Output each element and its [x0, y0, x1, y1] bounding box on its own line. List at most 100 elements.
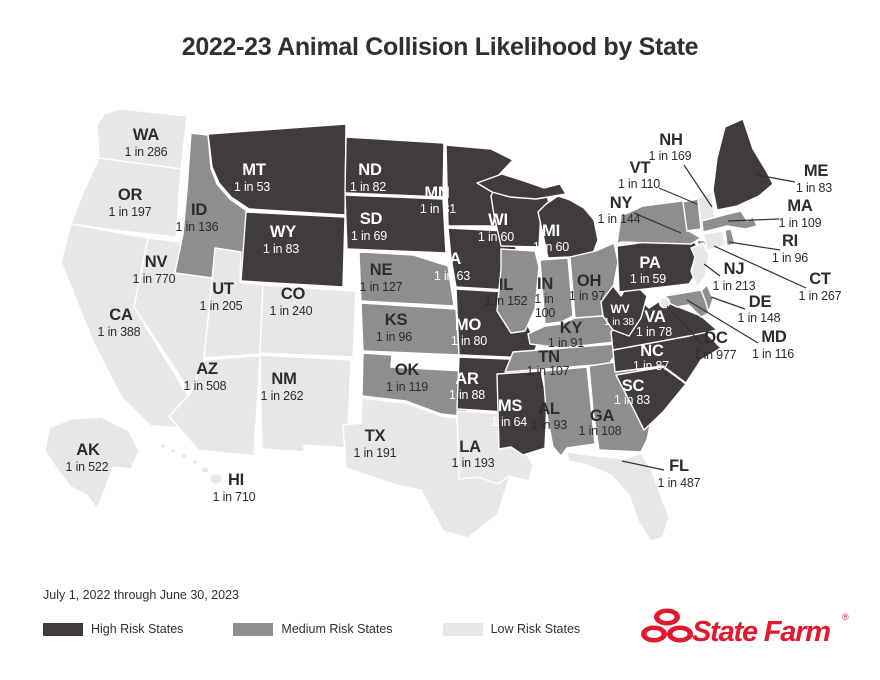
state-value-WY: 1 in 83 [263, 242, 299, 256]
state-shape-WV [600, 281, 648, 337]
callout-line-MD [686, 299, 759, 344]
state-value-KS: 1 in 96 [376, 330, 412, 344]
state-abbr-NH: NH [659, 131, 682, 149]
state-shape-AK [44, 416, 140, 510]
state-value-NY: 1 in 144 [598, 212, 641, 226]
legend-swatch-low-icon [442, 622, 483, 636]
state-abbr-HI: HI [228, 471, 244, 489]
state-abbr-NV: NV [145, 253, 168, 271]
state-abbr-TN: TN [538, 348, 560, 366]
callout-line-NY [633, 212, 682, 234]
state-shape-HI-island-5 [210, 474, 222, 484]
state-shape-TX [342, 397, 514, 539]
state-value-IL: 1 in 152 [485, 294, 528, 308]
state-value-OH: 1 in 97 [569, 289, 605, 303]
state-shapes [44, 108, 774, 542]
state-value-NH: 1 in 169 [649, 149, 692, 163]
state-abbr-CO: CO [281, 285, 306, 303]
state-value-OR: 1 in 197 [109, 205, 152, 219]
state-abbr-KS: KS [385, 311, 408, 329]
state-abbr-CT: CT [809, 270, 831, 288]
callout-line-RI [728, 241, 781, 251]
state-abbr-DC: DC [704, 329, 728, 347]
state-abbr-KY: KY [560, 319, 583, 337]
state-abbr-CA: CA [109, 306, 133, 324]
state-shape-IN [539, 257, 574, 325]
state-abbr-FL: FL [669, 457, 689, 475]
state-value-IN-2: 100 [535, 306, 556, 320]
state-abbr-WA: WA [133, 126, 159, 144]
logo-oval-hole [672, 630, 688, 638]
state-shape-AL [542, 366, 596, 457]
state-abbr-NE: NE [370, 261, 393, 279]
state-value-CA: 1 in 388 [98, 325, 141, 339]
callout-lines [621, 164, 807, 471]
state-abbr-MN: MN [424, 184, 449, 202]
state-value-NE: 1 in 127 [360, 280, 403, 294]
state-abbr-MI: MI [542, 222, 560, 240]
state-abbr-SD: SD [360, 210, 383, 228]
state-shape-ME [712, 118, 774, 211]
state-shape-CO [259, 284, 357, 358]
state-shape-FL [566, 451, 670, 542]
state-value-AZ: 1 in 508 [184, 379, 227, 393]
state-abbr-NY: NY [610, 194, 633, 212]
legend-item-low: Low Risk States [442, 622, 580, 636]
state-abbr-NC: NC [640, 342, 664, 360]
state-shape-HI-island-3 [193, 460, 197, 464]
state-shape-KS [360, 302, 460, 356]
state-shape-NE [346, 250, 455, 307]
state-shape-DC [658, 296, 671, 309]
state-value-MO: 1 in 80 [451, 334, 487, 348]
state-abbr-MS: MS [498, 397, 523, 415]
state-abbr-VT: VT [630, 159, 651, 177]
state-value-TX: 1 in 191 [354, 446, 397, 460]
legend-swatch-high-icon [43, 622, 83, 636]
state-value-SC: 1 in 83 [614, 393, 650, 407]
state-value-MA: 1 in 109 [779, 216, 822, 230]
state-shape-HI-island-4 [202, 467, 208, 473]
state-value-TN: 1 in 107 [527, 364, 570, 378]
state-shape-CT [702, 230, 726, 251]
state-value-MD: 1 in 116 [752, 347, 794, 361]
state-value-IN: 1 in [534, 292, 554, 306]
callout-line-ME [756, 174, 796, 183]
legend-label-medium: Medium Risk States [281, 622, 393, 636]
statefarm-trefoil-icon [641, 608, 693, 643]
legend-item-high: High Risk States [43, 622, 183, 636]
state-value-RI: 1 in 96 [772, 251, 808, 265]
state-abbr-OK: OK [395, 361, 420, 379]
risk-legend: High Risk States Medium Risk States Low … [43, 622, 630, 636]
state-abbr-GA: GA [590, 407, 615, 425]
callout-line-DC [666, 305, 703, 345]
state-value-WA: 1 in 286 [125, 145, 168, 159]
state-value-ND: 1 in 82 [350, 180, 386, 194]
state-abbr-MO: MO [455, 316, 482, 334]
state-abbr-VA: VA [644, 308, 666, 326]
state-abbr-LA: LA [459, 438, 481, 456]
state-abbr-ME: ME [804, 162, 829, 180]
state-value-CT: 1 in 267 [799, 289, 842, 303]
callout-line-NJ [703, 263, 721, 277]
callout-line-CT [713, 245, 807, 289]
state-value-WV: 1 in 38 [604, 316, 634, 328]
callout-line-FL [621, 460, 665, 471]
state-shape-IL [496, 248, 540, 334]
state-value-KY: 1 in 91 [548, 336, 584, 350]
registered-mark: ® [842, 612, 849, 622]
state-abbr-MA: MA [787, 197, 813, 215]
state-labels: WA1 in 286 OR1 in 197 CA1 in 388 NV1 in 770… [66, 126, 842, 504]
state-value-DC: 1 in 977 [694, 348, 737, 362]
state-abbr-OH: OH [577, 272, 601, 290]
state-shape-RI [724, 228, 736, 247]
legend-label-high: High Risk States [91, 622, 184, 636]
state-value-UT: 1 in 205 [200, 299, 243, 313]
state-value-FL: 1 in 487 [658, 476, 701, 490]
logo-oval-hole [646, 630, 662, 638]
state-value-AR: 1 in 88 [449, 388, 485, 402]
state-value-VA: 1 in 78 [636, 325, 672, 339]
state-value-SD: 1 in 69 [351, 229, 387, 243]
state-abbr-MD: MD [761, 328, 787, 346]
state-shape-MS [496, 370, 548, 456]
